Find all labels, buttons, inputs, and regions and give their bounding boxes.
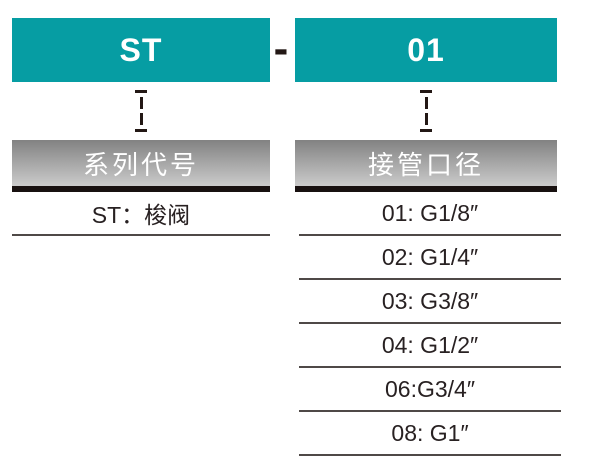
option-row: 04: G1/2″ xyxy=(299,324,561,368)
port-size-options: 01: G1/8″ 02: G1/4″ 03: G3/8″ 04: G1/2″ … xyxy=(299,192,561,456)
connector-dash xyxy=(135,129,147,132)
connector-dash xyxy=(424,113,428,125)
code-box-port-size: 01 xyxy=(295,18,557,82)
category-header-series: 系列代号 xyxy=(12,140,270,192)
option-row: ST：梭阀 xyxy=(12,192,270,236)
code-box-series: ST xyxy=(12,18,270,82)
connector-dash xyxy=(135,90,147,93)
option-row: 06:G3/4″ xyxy=(299,368,561,412)
option-row: 01: G1/8″ xyxy=(299,192,561,236)
port-size-column: 01 接管口径 01: G1/8″ 02: G1/4″ 03: G3/8″ 04… xyxy=(295,0,561,456)
connector-dash xyxy=(420,90,432,93)
dashed-connector-series xyxy=(12,82,270,140)
series-options: ST：梭阀 xyxy=(12,192,270,236)
connector-dash xyxy=(139,113,143,125)
connector-dash xyxy=(139,97,143,109)
category-header-port-size: 接管口径 xyxy=(295,140,557,192)
series-column: ST 系列代号 ST：梭阀 xyxy=(12,0,270,236)
dashed-connector-port-size xyxy=(295,82,557,140)
option-row: 02: G1/4″ xyxy=(299,236,561,280)
connector-dash xyxy=(420,129,432,132)
option-row: 08: G1″ xyxy=(299,412,561,456)
separator-dash: - xyxy=(273,24,289,73)
option-row: 03: G3/8″ xyxy=(299,280,561,324)
connector-dash xyxy=(424,97,428,109)
